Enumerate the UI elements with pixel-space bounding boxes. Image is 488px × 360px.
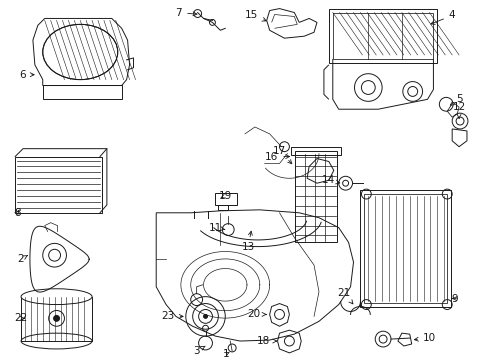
Text: 21: 21 xyxy=(336,288,352,304)
Text: 14: 14 xyxy=(322,175,339,185)
Text: 8: 8 xyxy=(14,208,20,218)
Text: 20: 20 xyxy=(247,309,265,319)
Bar xyxy=(21,297,92,341)
Text: 4: 4 xyxy=(430,10,454,24)
Bar xyxy=(42,85,122,99)
Text: 6: 6 xyxy=(20,70,34,80)
Text: 11: 11 xyxy=(208,222,224,233)
Text: 10: 10 xyxy=(413,333,435,343)
Text: 7: 7 xyxy=(175,8,197,18)
Bar xyxy=(291,147,340,154)
Text: 1: 1 xyxy=(223,349,229,359)
Bar xyxy=(15,157,102,213)
Bar xyxy=(215,193,237,205)
Text: 3: 3 xyxy=(193,346,205,356)
Circle shape xyxy=(49,310,64,326)
Bar xyxy=(332,13,432,59)
Text: 17: 17 xyxy=(272,146,291,164)
Text: 22: 22 xyxy=(15,313,28,323)
Bar xyxy=(360,190,450,306)
Ellipse shape xyxy=(21,289,92,305)
Ellipse shape xyxy=(42,24,118,80)
Text: 12: 12 xyxy=(451,102,465,118)
Bar xyxy=(295,150,336,242)
Circle shape xyxy=(54,315,60,321)
Bar xyxy=(218,205,228,210)
Text: 15: 15 xyxy=(245,9,266,21)
Text: 2: 2 xyxy=(18,254,27,264)
Text: 5: 5 xyxy=(449,94,462,105)
Text: 19: 19 xyxy=(218,191,231,201)
Bar xyxy=(364,194,447,302)
Circle shape xyxy=(203,314,207,318)
Text: 16: 16 xyxy=(264,152,289,162)
Text: 23: 23 xyxy=(161,311,183,321)
Text: 13: 13 xyxy=(241,231,254,252)
Bar xyxy=(328,9,436,63)
Text: 18: 18 xyxy=(257,336,276,346)
Text: 9: 9 xyxy=(451,294,457,303)
